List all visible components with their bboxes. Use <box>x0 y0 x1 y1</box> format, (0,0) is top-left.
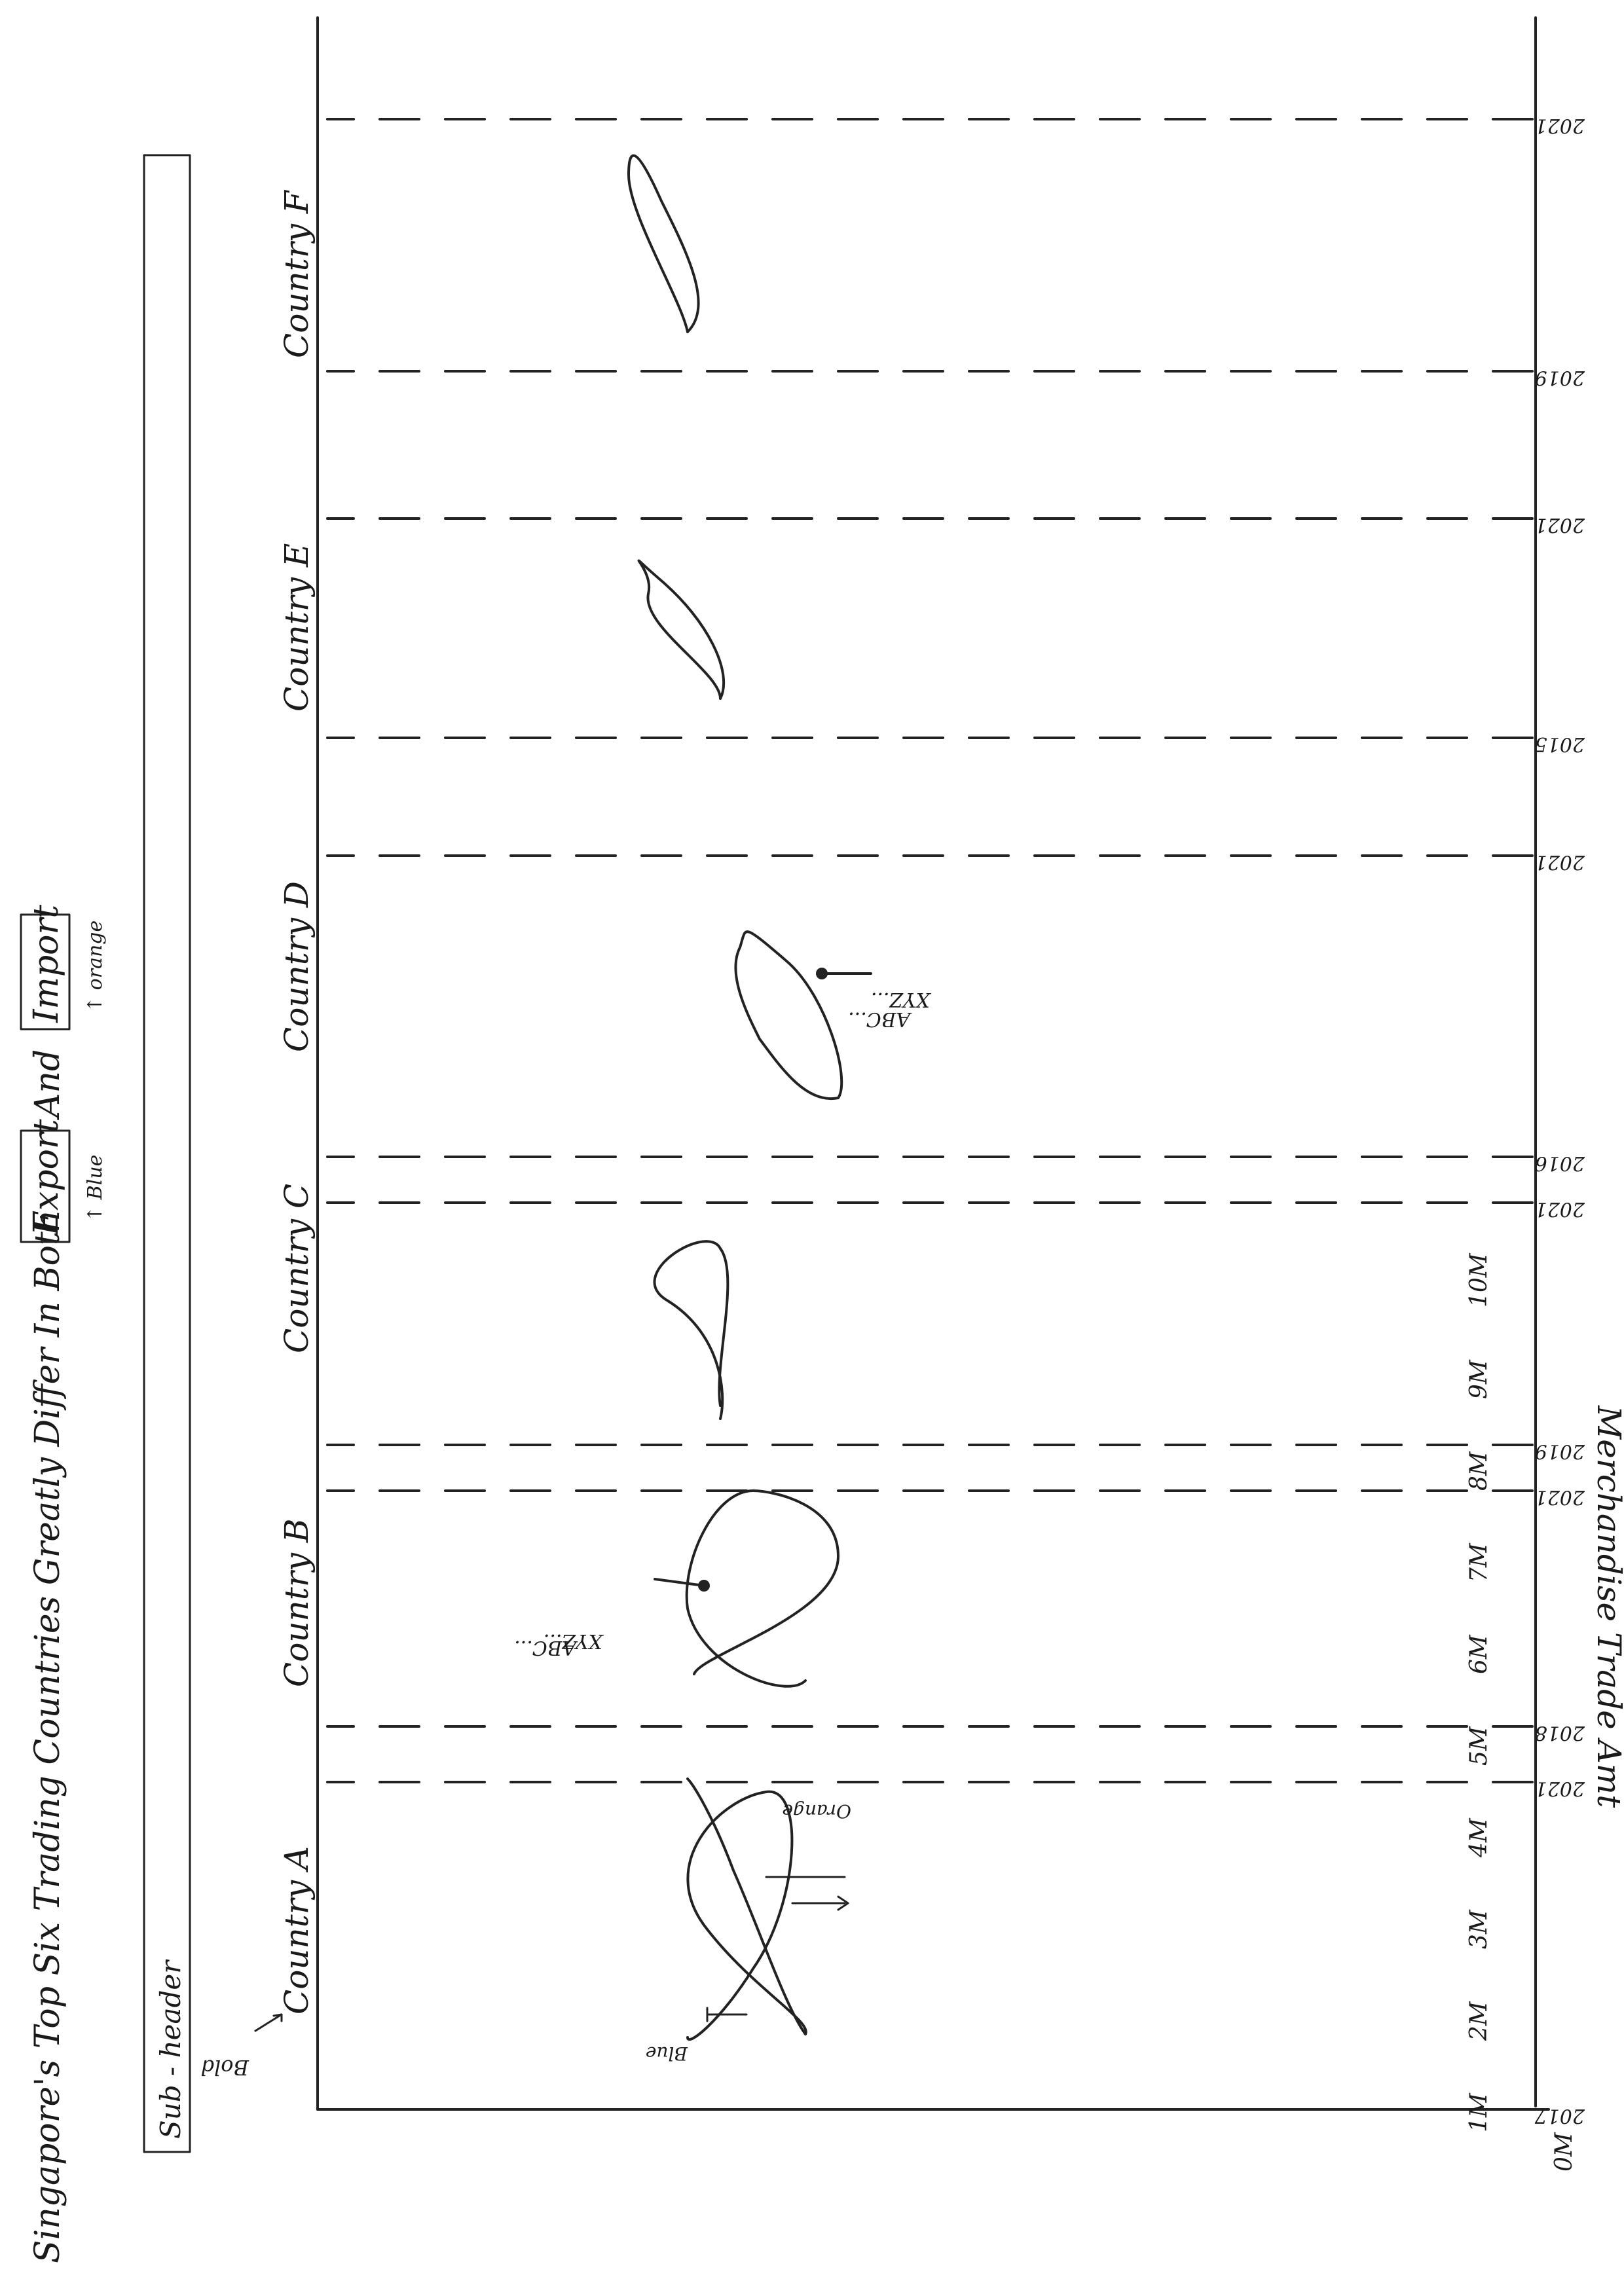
loop-d <box>734 930 843 1101</box>
blue-note-marker <box>706 2007 748 2022</box>
y-axis-label: Merchandise Trade Amt <box>1590 1405 1624 1808</box>
subheader-box <box>143 154 191 2153</box>
year-b-start: 2018 <box>1535 1721 1585 1744</box>
loop-e <box>637 559 726 700</box>
callout-d-line1: ABC... <box>848 1008 912 1030</box>
year-separators <box>326 118 1534 2111</box>
year-c-start: 2019 <box>1535 1440 1585 1463</box>
year-f-start: 2019 <box>1535 366 1585 389</box>
callout-d-line2: XYZ... <box>871 988 931 1011</box>
import-box <box>20 913 71 1030</box>
country-d-label: Country D <box>278 881 316 1052</box>
y-tick-5M: 5M <box>1466 1726 1492 1766</box>
y-tick-1M: 1M <box>1466 2092 1492 2132</box>
year-a-start: 2017 <box>1534 2104 1585 2127</box>
bold-arrow <box>254 2013 283 2032</box>
export-box <box>20 1129 71 1243</box>
title-and-word: And <box>28 1049 67 1120</box>
country-e-label: Country E <box>278 543 316 712</box>
country-a-label: Country A <box>278 1846 316 2014</box>
loop-f <box>627 154 700 333</box>
loops <box>627 154 843 2041</box>
y-tick-2M: 2M <box>1466 2001 1492 2041</box>
loop-a-blue <box>686 1790 807 2041</box>
country-labels: Country A Country B Country C Country D … <box>278 189 316 2014</box>
bold-note: Bold <box>201 2055 250 2080</box>
year-c-end: 2021 <box>1535 1197 1585 1220</box>
title-text: Singapore's Top Six Trading Countries Gr… <box>28 1210 67 2263</box>
callout-b-line2: XYZ... <box>544 1630 604 1652</box>
x-year-labels: 2017 2021 2018 2021 2019 2021 2016 2021 … <box>1534 114 1585 2127</box>
y-tick-3M: 3M <box>1466 1909 1492 1949</box>
blue-note: Blue <box>646 2043 688 2064</box>
orange-note: Orange <box>782 1800 851 1822</box>
year-f-end: 2021 <box>1535 114 1585 137</box>
callout-d: ABC... XYZ... <box>816 968 931 1030</box>
year-a-end: 2021 <box>1535 1777 1585 1800</box>
country-c-label: Country C <box>278 1184 316 1353</box>
year-b-end: 2021 <box>1535 1485 1585 1508</box>
y-tick-4M: 4M <box>1466 1817 1492 1858</box>
country-b-label: Country B <box>278 1518 316 1687</box>
loop-a-orange <box>686 1777 807 2035</box>
export-color-note: ↑ Blue <box>84 1155 107 1222</box>
y-tick-10M: 10M <box>1466 1252 1492 1307</box>
year-d-start: 2016 <box>1535 1152 1585 1175</box>
callout-b-line1: ABC... <box>514 1636 578 1659</box>
y-tick-9M: 9M <box>1466 1359 1492 1399</box>
loop-c <box>653 1240 729 1420</box>
y-tick-6M: 6M <box>1466 1634 1492 1674</box>
import-color-note: ↑ orange <box>84 920 107 1013</box>
callout-b: ABC... XYZ... <box>514 1578 710 1659</box>
y-tick-8M: 8M <box>1466 1451 1492 1491</box>
y-tick-7M: 7M <box>1466 1542 1492 1582</box>
year-e-end: 2021 <box>1535 513 1585 536</box>
year-e-start: 2015 <box>1535 733 1585 756</box>
subheader-text: Sub - header <box>155 1959 187 2139</box>
y-axis-ticks: 0M 1M 2M 3M 4M 5M 6M 7M 8M 9M 10M <box>1466 1252 1578 2172</box>
title-import-word: Import <box>27 905 66 1023</box>
country-f-label: Country F <box>278 189 316 358</box>
y-tick-0M: 0M <box>1551 2132 1578 2172</box>
title-export-word: Export <box>27 1119 66 1236</box>
year-d-end: 2021 <box>1535 850 1585 873</box>
loop-b <box>685 1489 840 1688</box>
orange-note-arrows <box>765 1876 849 1911</box>
callout-b-leader <box>654 1578 705 1587</box>
